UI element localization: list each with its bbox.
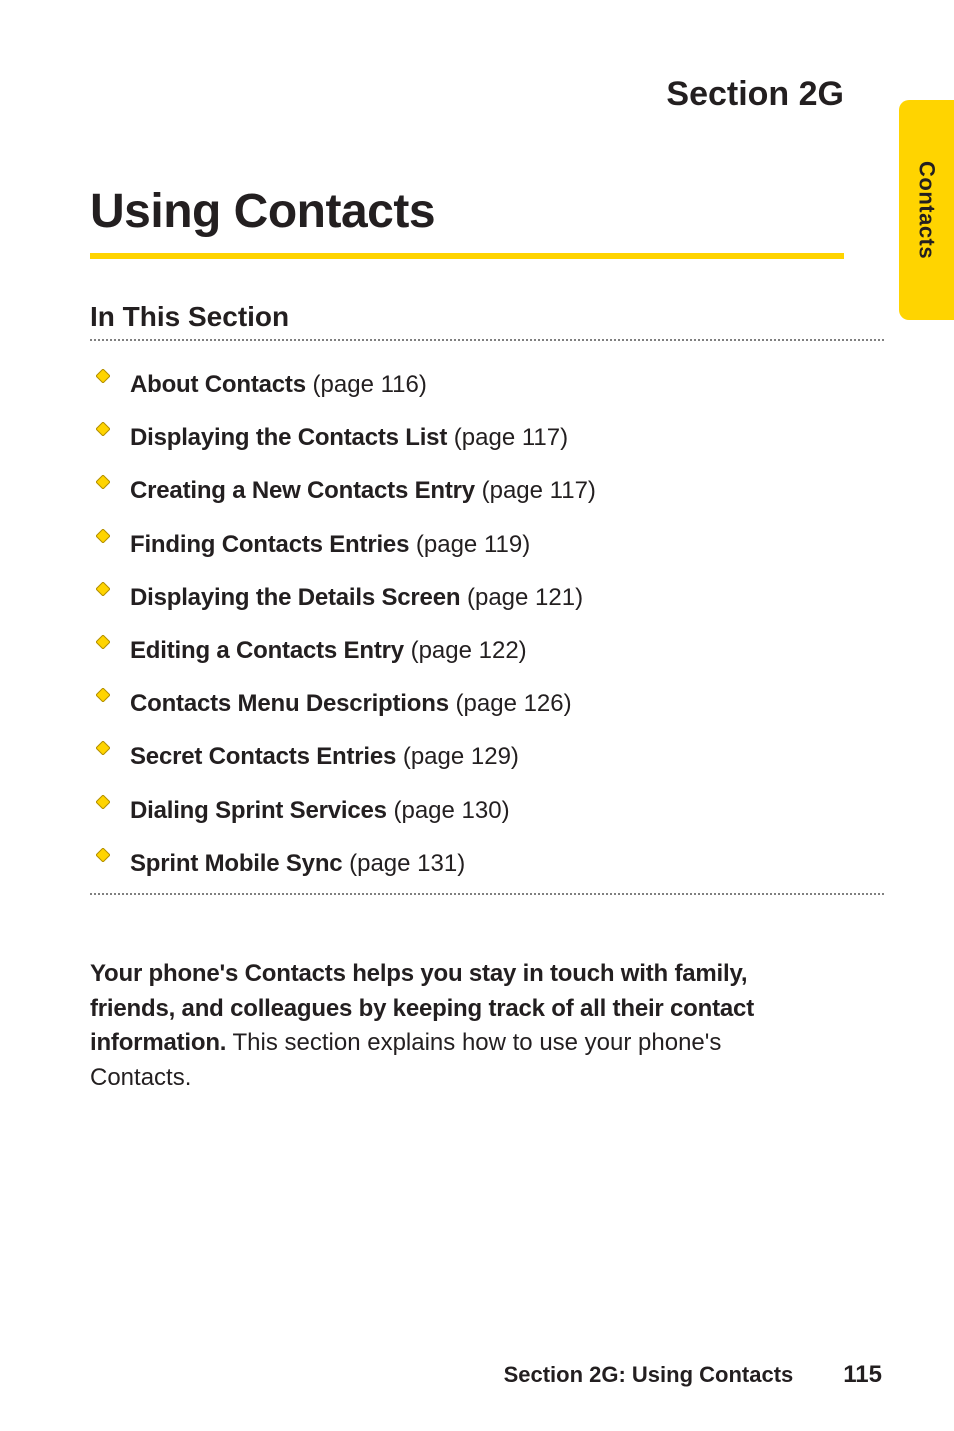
toc-item-pageref: (page 117) — [475, 477, 596, 504]
toc-item-label: About Contacts — [130, 371, 306, 398]
diamond-bullet-icon — [90, 529, 130, 543]
diamond-bullet-icon — [90, 688, 130, 702]
toc-item-label: Secret Contacts Entries — [130, 743, 396, 770]
toc-item: Creating a New Contacts Entry (page 117) — [90, 465, 884, 518]
toc-item: Contacts Menu Descriptions (page 126) — [90, 678, 884, 731]
toc-item-pageref: (page 117) — [447, 424, 568, 451]
toc-item-text: Displaying the Details Screen (page 121) — [130, 582, 583, 613]
toc-item-pageref: (page 121) — [460, 584, 583, 611]
toc-item: Dialing Sprint Services (page 130) — [90, 785, 884, 838]
toc-item-text: Sprint Mobile Sync (page 131) — [130, 848, 465, 879]
toc-item-pageref: (page 119) — [409, 531, 530, 558]
toc-item-pageref: (page 116) — [306, 371, 427, 398]
diamond-bullet-icon — [90, 795, 130, 809]
footer-breadcrumb: Section 2G: Using Contacts — [504, 1362, 794, 1388]
dotted-divider-bottom — [90, 893, 884, 895]
toc-item-text: Dialing Sprint Services (page 130) — [130, 795, 510, 826]
toc-item-text: Finding Contacts Entries (page 119) — [130, 529, 530, 560]
diamond-bullet-icon — [90, 635, 130, 649]
page-footer: Section 2G: Using Contacts 115 — [0, 1361, 954, 1389]
toc-item-text: Contacts Menu Descriptions (page 126) — [130, 688, 572, 719]
diamond-bullet-icon — [90, 475, 130, 489]
in-this-section-heading: In This Section — [90, 301, 884, 333]
diamond-bullet-icon — [90, 582, 130, 596]
toc-item-label: Finding Contacts Entries — [130, 531, 409, 558]
intro-blurb: Your phone's Contacts helps you stay in … — [90, 957, 790, 1096]
diamond-bullet-icon — [90, 741, 130, 755]
toc-item: Secret Contacts Entries (page 129) — [90, 731, 884, 784]
toc-list: About Contacts (page 116) Displaying the… — [90, 359, 884, 891]
toc-item-label: Creating a New Contacts Entry — [130, 477, 475, 504]
toc-item: Displaying the Details Screen (page 121) — [90, 572, 884, 625]
toc-item: Finding Contacts Entries (page 119) — [90, 519, 884, 572]
side-tab-contacts: Contacts — [899, 100, 954, 320]
toc-item-text: Creating a New Contacts Entry (page 117) — [130, 475, 596, 506]
toc-item: Editing a Contacts Entry (page 122) — [90, 625, 884, 678]
section-label: Section 2G — [90, 75, 844, 114]
toc-item-text: Editing a Contacts Entry (page 122) — [130, 635, 527, 666]
diamond-bullet-icon — [90, 422, 130, 436]
toc-item: About Contacts (page 116) — [90, 359, 884, 412]
toc-item-pageref: (page 122) — [404, 637, 527, 664]
toc-item-label: Displaying the Contacts List — [130, 424, 447, 451]
toc-item-label: Dialing Sprint Services — [130, 797, 387, 824]
toc-item-label: Sprint Mobile Sync — [130, 850, 342, 877]
side-tab-label: Contacts — [914, 161, 940, 259]
toc-item: Displaying the Contacts List (page 117) — [90, 412, 884, 465]
chapter-rule — [90, 253, 844, 259]
toc-item: Sprint Mobile Sync (page 131) — [90, 838, 884, 891]
toc-item-pageref: (page 126) — [449, 690, 572, 717]
toc-item-text: Displaying the Contacts List (page 117) — [130, 422, 568, 453]
toc-item-label: Contacts Menu Descriptions — [130, 690, 449, 717]
chapter-title: Using Contacts — [90, 184, 844, 239]
toc-item-text: Secret Contacts Entries (page 129) — [130, 741, 519, 772]
diamond-bullet-icon — [90, 369, 130, 383]
toc-item-text: About Contacts (page 116) — [130, 369, 427, 400]
toc-item-pageref: (page 129) — [396, 743, 519, 770]
page: Section 2G Contacts Using Contacts In Th… — [0, 0, 954, 1431]
footer-page-number: 115 — [843, 1361, 882, 1389]
diamond-bullet-icon — [90, 848, 130, 862]
toc-item-label: Displaying the Details Screen — [130, 584, 460, 611]
toc-item-label: Editing a Contacts Entry — [130, 637, 404, 664]
toc-item-pageref: (page 131) — [342, 850, 465, 877]
toc-item-pageref: (page 130) — [387, 797, 510, 824]
dotted-divider-top — [90, 339, 884, 341]
